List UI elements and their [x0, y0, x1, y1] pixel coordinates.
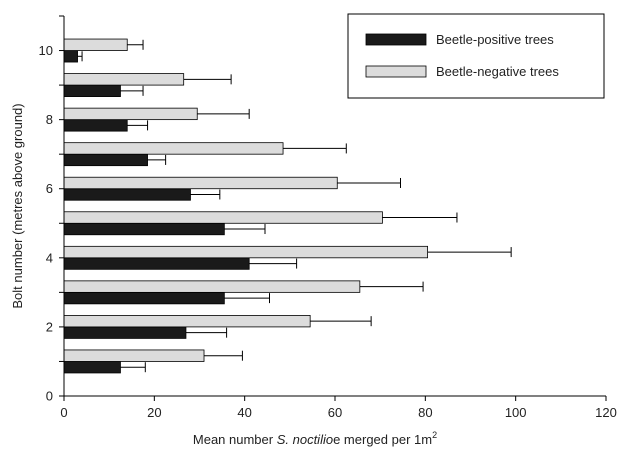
x-tick-label-20: 20: [147, 405, 161, 420]
x-axis-title-superscript: 2: [432, 430, 437, 440]
x-axis-title-suffix: e merged per 1m: [333, 432, 432, 447]
error-bar-beetle-negative-bolt-5: [382, 212, 458, 223]
error-bar-beetle-negative-bolt-3: [359, 281, 424, 292]
bar-beetle-positive-bolt-2: [63, 326, 187, 339]
error-bar-beetle-negative-bolt-7: [283, 143, 347, 154]
legend-swatch-beetle-positive: [365, 33, 427, 46]
error-bar-beetle-positive-bolt-8: [127, 120, 149, 131]
x-axis-title-prefix: Mean number: [193, 432, 277, 447]
bar-beetle-positive-bolt-1: [63, 361, 121, 374]
legend-label-beetle-negative: Beetle-negative trees: [436, 64, 559, 79]
error-bar-beetle-positive-bolt-6: [190, 189, 221, 200]
error-bar-beetle-positive-bolt-1: [120, 362, 146, 373]
x-tick-label-0: 0: [60, 405, 67, 420]
error-bar-beetle-positive-bolt-4: [249, 258, 298, 269]
x-tick-label-80: 80: [418, 405, 432, 420]
error-bar-beetle-negative-bolt-2: [310, 316, 372, 327]
legend-swatch-beetle-negative: [365, 65, 427, 78]
bar-beetle-positive-bolt-3: [63, 291, 225, 305]
error-bar-beetle-positive-bolt-7: [147, 154, 167, 165]
error-bar-beetle-negative-bolt-9: [183, 74, 232, 85]
y-tick-label-0: 0: [46, 389, 53, 404]
error-bar-beetle-positive-bolt-2: [185, 327, 228, 338]
legend-label-beetle-positive: Beetle-positive trees: [436, 32, 554, 47]
error-bar-beetle-positive-bolt-10: [77, 51, 83, 62]
y-tick-label-2: 2: [46, 319, 53, 334]
y-tick-label-6: 6: [46, 181, 53, 196]
x-tick-label-60: 60: [328, 405, 342, 420]
x-tick-label-40: 40: [237, 405, 251, 420]
error-bar-beetle-positive-bolt-3: [224, 293, 271, 304]
y-tick-label-8: 8: [46, 112, 53, 127]
y-tick-label-10: 10: [39, 43, 53, 58]
bar-beetle-positive-bolt-10: [63, 50, 78, 63]
bar-beetle-positive-bolt-6: [63, 188, 191, 201]
y-axis-title: Bolt number (metres above ground): [10, 103, 25, 308]
bar-beetle-negative-bolt-10: [63, 38, 128, 51]
bar-beetle-negative-bolt-9: [63, 73, 185, 86]
bar-beetle-negative-bolt-7: [63, 142, 284, 155]
x-axis-title: Mean number S. noctilioe merged per 1m2: [193, 430, 437, 447]
legend: Beetle-positive trees Beetle-negative tr…: [347, 13, 605, 99]
bar-beetle-negative-bolt-1: [63, 349, 205, 362]
x-axis-title-species: S. noctilio: [277, 432, 333, 447]
error-bar-beetle-positive-bolt-9: [120, 85, 144, 96]
bar-beetle-positive-bolt-5: [63, 222, 225, 236]
error-bar-beetle-negative-bolt-4: [427, 247, 512, 258]
bar-beetle-negative-bolt-5: [63, 211, 383, 224]
bar-beetle-negative-bolt-3: [63, 280, 361, 293]
error-bar-beetle-negative-bolt-1: [204, 350, 243, 361]
x-tick-label-120: 120: [595, 405, 617, 420]
bar-beetle-positive-bolt-7: [63, 153, 148, 167]
legend-box: [347, 13, 605, 99]
bar-beetle-negative-bolt-4: [63, 245, 428, 259]
bar-beetle-positive-bolt-9: [63, 84, 121, 97]
bar-beetle-negative-bolt-6: [63, 176, 338, 190]
y-tick-label-4: 4: [46, 250, 53, 265]
error-bar-beetle-negative-bolt-8: [197, 108, 250, 119]
bar-beetle-negative-bolt-8: [63, 107, 198, 121]
x-ticks: 0 20 40 60 80 100 120: [60, 396, 617, 420]
y-ticks: 0 2 4 6 8 10: [39, 15, 64, 404]
error-bar-beetle-negative-bolt-6: [337, 177, 401, 188]
error-bar-layer: [77, 39, 512, 373]
x-tick-label-100: 100: [505, 405, 527, 420]
error-bar-beetle-positive-bolt-5: [224, 224, 266, 235]
bar-beetle-positive-bolt-8: [63, 119, 128, 132]
bar-beetle-positive-bolt-4: [63, 257, 250, 270]
bar-beetle-negative-bolt-2: [63, 315, 311, 328]
error-bar-beetle-negative-bolt-10: [127, 39, 144, 50]
